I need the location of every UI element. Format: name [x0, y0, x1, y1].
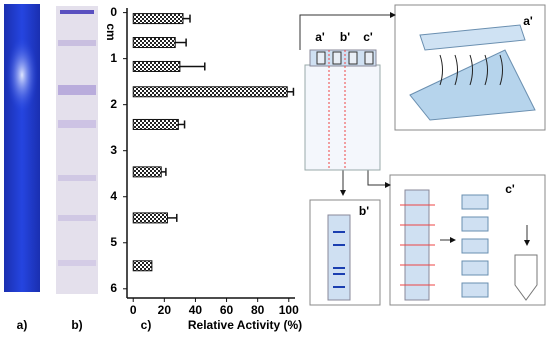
plate-label: c' [363, 30, 373, 44]
inset-label: c' [505, 182, 515, 196]
y-tick-label: 3 [110, 143, 117, 157]
bar [132, 166, 162, 178]
y-tick-label: 6 [110, 281, 117, 295]
gel-a [4, 4, 40, 292]
gel-b [56, 6, 98, 294]
bar [132, 13, 184, 25]
bar [132, 212, 168, 224]
y-tick-label: 5 [110, 235, 117, 249]
x-tick-label: 100 [279, 303, 299, 317]
panel-label: b) [71, 318, 82, 332]
inset-label: b' [359, 204, 369, 218]
diagram [299, 4, 546, 306]
inset-label: a' [523, 14, 533, 28]
x-tick-label: 60 [220, 303, 234, 317]
bar [132, 37, 176, 49]
plate-label: a' [315, 30, 325, 44]
y-tick-label: 2 [110, 97, 117, 111]
panel-label: a) [17, 318, 28, 332]
bar [132, 118, 179, 130]
x-tick-label: 80 [251, 303, 265, 317]
panel-label: c) [141, 318, 152, 332]
bar [132, 86, 288, 98]
bar [132, 260, 153, 272]
x-tick-label: 40 [189, 303, 203, 317]
bar [132, 60, 181, 72]
x-axis-title: Relative Activity (%) [188, 318, 302, 332]
x-tick-label: 0 [130, 303, 137, 317]
plate-label: b' [340, 30, 350, 44]
y-tick-label: 4 [110, 189, 117, 203]
y-axis-title: cm [104, 23, 118, 40]
y-tick-label: 1 [110, 51, 117, 65]
y-tick-label: 0 [110, 5, 117, 19]
x-tick-label: 20 [158, 303, 172, 317]
